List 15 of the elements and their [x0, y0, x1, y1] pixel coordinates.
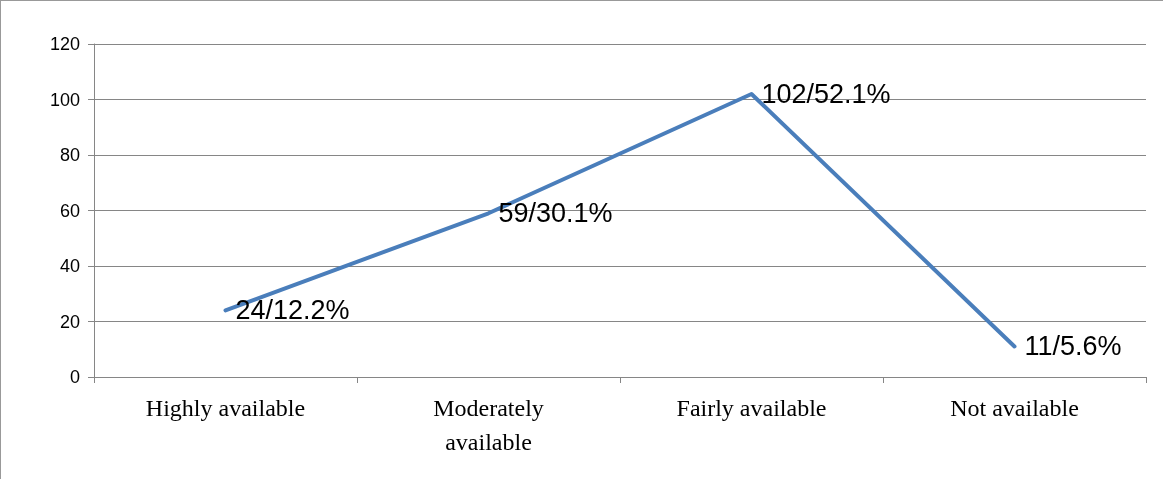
- data-label: 102/52.1%: [761, 78, 891, 109]
- data-label: 59/30.1%: [498, 198, 613, 229]
- x-tick-label: Moderately available: [433, 395, 544, 455]
- y-tick-label: 0: [69, 367, 80, 387]
- x-tick-label: Fairly available: [676, 395, 827, 421]
- y-tick-label: 20: [59, 311, 80, 332]
- y-tick-label: 40: [59, 256, 80, 276]
- x-tick-label: Not available: [950, 395, 1079, 421]
- y-tick-label: 100: [49, 89, 80, 110]
- y-tick-label: 60: [59, 200, 80, 221]
- x-tick-label: Highly available: [145, 395, 306, 421]
- y-tick-label: 120: [49, 34, 80, 54]
- data-label: 24/12.2%: [235, 295, 350, 326]
- y-tick-label: 80: [59, 145, 80, 165]
- data-label: 11/5.6%: [1024, 331, 1122, 362]
